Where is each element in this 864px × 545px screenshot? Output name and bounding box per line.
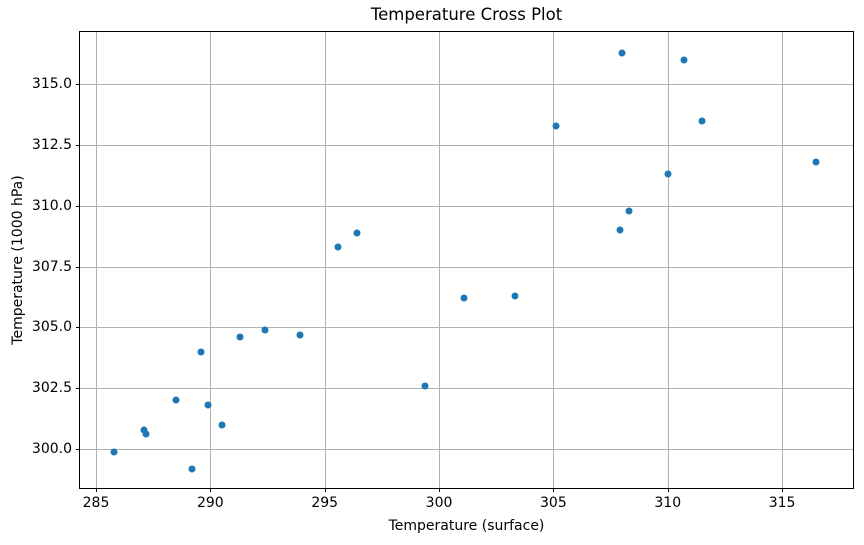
- x-tick-mark: [96, 488, 97, 492]
- y-tick-label: 315.0: [31, 76, 72, 93]
- scatter-point: [616, 226, 624, 234]
- y-tick-label: 300.0: [31, 441, 72, 458]
- x-gridline: [210, 32, 212, 488]
- scatter-point: [353, 229, 361, 237]
- scatter-point: [421, 382, 429, 390]
- x-tick-mark: [667, 488, 669, 492]
- chart-title: Temperature Cross Plot: [370, 5, 563, 24]
- y-tick-mark: [76, 205, 80, 207]
- scatter-point: [140, 426, 148, 434]
- x-tick-mark: [782, 488, 784, 492]
- scatter-point: [552, 122, 560, 130]
- x-gridline: [553, 32, 555, 488]
- scatter-point: [110, 448, 118, 456]
- scatter-point: [204, 401, 212, 409]
- y-gridline: [80, 388, 853, 390]
- y-gridline: [80, 145, 853, 147]
- plot-area: 285 290 295 300 305 310 315 300.0 302.5 305.0 307.…: [32, 31, 854, 511]
- scatter-point: [172, 396, 180, 404]
- scatter-point: [680, 56, 688, 64]
- x-tick-label: 315: [768, 495, 796, 511]
- scatter-point: [188, 465, 196, 473]
- x-gridline: [782, 32, 784, 488]
- x-tick-mark: [324, 488, 326, 492]
- y-tick-label: 312.5: [31, 137, 72, 154]
- y-gridline: [80, 205, 853, 207]
- scatter-point: [625, 207, 633, 215]
- y-tick-label: 305.0: [31, 319, 72, 336]
- x-gridline: [667, 32, 669, 488]
- y-gridline: [80, 327, 853, 329]
- x-tick-mark: [210, 488, 212, 492]
- scatter-point: [618, 49, 626, 57]
- scatter-point: [334, 243, 342, 251]
- x-tick-mark: [439, 488, 441, 492]
- x-tick-label: 290: [196, 495, 224, 511]
- y-gridline: [80, 449, 853, 451]
- x-tick-label: 310: [654, 495, 682, 511]
- y-tick-label: 302.5: [31, 380, 72, 397]
- scatter-point: [261, 326, 269, 334]
- x-gridline: [439, 32, 441, 488]
- x-tick-label: 300: [425, 495, 453, 511]
- scatter-point: [460, 294, 468, 302]
- scatter-point: [218, 421, 226, 429]
- y-tick-label: 307.5: [31, 258, 72, 275]
- scatter-point: [812, 158, 820, 166]
- x-tick-label: 305: [540, 495, 567, 511]
- x-gridline: [324, 32, 326, 488]
- y-axis-label: Temperature (1000 hPa): [10, 175, 26, 345]
- scatter-point: [197, 348, 205, 356]
- scatter-point: [511, 292, 519, 300]
- y-tick-mark: [76, 266, 80, 268]
- y-gridline: [80, 266, 853, 268]
- y-tick-mark: [76, 327, 80, 329]
- y-tick-mark: [76, 388, 80, 390]
- x-tick-label: 295: [311, 495, 339, 511]
- y-tick-mark: [76, 145, 80, 147]
- y-tick-mark: [76, 84, 80, 86]
- y-gridline: [80, 84, 853, 86]
- scatter-point: [296, 331, 304, 339]
- scatter-point: [698, 117, 706, 125]
- x-tick-label: 285: [82, 495, 110, 511]
- scatter-point: [142, 430, 150, 438]
- x-tick-mark: [553, 488, 555, 492]
- x-axis-label: Temperature (surface): [388, 518, 545, 534]
- y-tick-label: 310.0: [31, 197, 72, 214]
- scatter-point: [236, 333, 244, 341]
- x-gridline: [96, 32, 97, 488]
- y-tick-mark: [76, 449, 80, 451]
- scatter-point: [664, 170, 672, 178]
